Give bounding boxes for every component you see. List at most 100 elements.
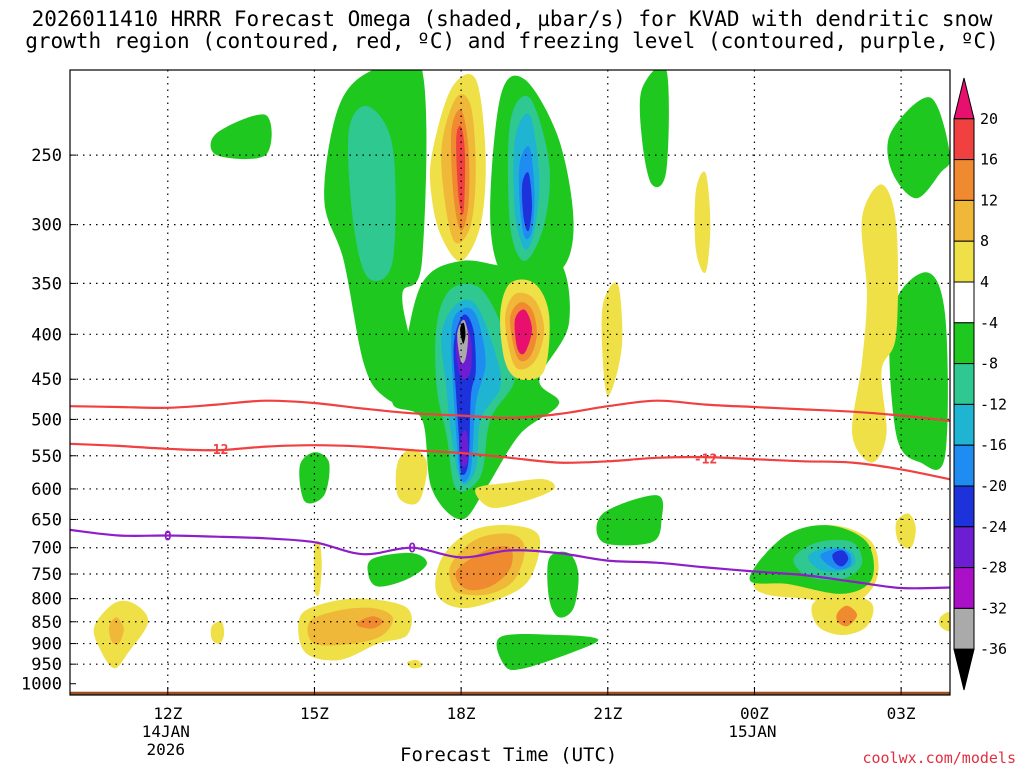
omega-region — [514, 309, 532, 355]
omega-region — [210, 114, 272, 160]
x-axis-label: Forecast Time (UTC) — [400, 744, 618, 766]
omega-region — [455, 546, 513, 591]
omega-region — [547, 551, 579, 618]
colorbar-label: -28 — [980, 559, 1007, 577]
colorbar-label: -12 — [980, 395, 1007, 413]
colorbar-label: -24 — [980, 518, 1007, 536]
colorbar-label: 20 — [980, 110, 998, 128]
colorbar-label: 16 — [980, 151, 998, 169]
omega-region — [475, 479, 555, 508]
omega-region — [889, 272, 948, 470]
colorbar-label: -36 — [980, 640, 1007, 658]
colorbar-segment — [953, 199, 975, 242]
omega-region — [887, 97, 950, 199]
x-tick-label: 12Z — [153, 704, 182, 723]
omega-region — [313, 540, 322, 597]
x-tick-label: 00Z — [740, 704, 769, 723]
colorbar-segment — [953, 444, 975, 487]
omega-region — [210, 621, 225, 644]
omega-region — [460, 430, 469, 467]
y-tick-label: 950 — [31, 655, 62, 675]
y-axis: 2503003504004505005506006507007508008509… — [21, 146, 76, 695]
isotherm-freezing_level — [70, 528, 950, 590]
omega-region — [356, 616, 383, 629]
x-tick-label: 15Z — [300, 704, 329, 723]
chart-title: 2026011410 HRRR Forecast Omega (shaded, … — [25, 7, 999, 53]
omega-region — [639, 70, 669, 188]
isotherm-lines — [70, 399, 950, 590]
source-credit: coolwx.com/models — [862, 749, 1016, 767]
colorbar-label: -4 — [980, 314, 998, 332]
omega-region — [694, 171, 711, 274]
omega-region — [939, 612, 950, 632]
plot-frame — [69, 69, 951, 696]
omega-region — [367, 552, 427, 587]
colorbar-segment — [953, 240, 975, 283]
isotherm-label: 0 — [164, 530, 172, 545]
isotherm-dgz_lower — [70, 442, 950, 481]
omega-region — [395, 448, 428, 505]
colorbar-segment — [953, 118, 975, 161]
colorbar: 20 16 12 8 4 -4 -8 -12 -16 -20 -24 -28 -32 -36 — [953, 77, 1007, 691]
colorbar-label: -32 — [980, 599, 1007, 617]
colorbar-segment — [953, 322, 975, 365]
omega-region — [460, 322, 466, 344]
isotherm-label: -12 — [205, 443, 228, 458]
y-tick-label: 1000 — [21, 675, 62, 695]
colorbar-label: 12 — [980, 191, 998, 209]
omega-region — [895, 513, 916, 549]
y-tick-label: 350 — [31, 274, 62, 294]
colorbar-segment — [953, 567, 975, 609]
y-tick-label: 250 — [31, 146, 62, 166]
omega-region — [299, 452, 330, 504]
omega-region — [347, 105, 396, 282]
y-tick-label: 300 — [31, 216, 62, 236]
colorbar-label: -20 — [980, 477, 1007, 495]
colorbar-segment — [953, 648, 975, 691]
colorbar-segment — [953, 526, 975, 569]
omega-region — [836, 605, 858, 627]
y-tick-label: 900 — [31, 635, 62, 655]
omega-shading — [93, 70, 950, 670]
y-tick-label: 450 — [31, 370, 62, 390]
isotherm-dgz_upper — [70, 399, 950, 422]
ground-fill — [70, 691, 950, 695]
y-tick-label: 850 — [31, 613, 62, 633]
x-tick-sublabel: 14JAN — [142, 722, 190, 741]
colorbar-segment — [953, 607, 975, 650]
colorbar-label: 4 — [980, 273, 989, 291]
omega-region — [596, 495, 664, 546]
colorbar-segment — [953, 363, 975, 405]
x-tick-sublabel: 2026 — [147, 740, 186, 759]
colorbar-segment — [953, 77, 975, 120]
y-tick-label: 800 — [31, 590, 62, 610]
y-tick-label: 400 — [31, 325, 62, 345]
ground-band — [70, 691, 950, 695]
omega-region — [832, 550, 849, 567]
isotherm-label: -12 — [694, 453, 717, 468]
colorbar-segment — [953, 485, 975, 528]
colorbar-segment — [953, 159, 975, 201]
omega-region — [108, 617, 124, 645]
y-tick-label: 650 — [31, 510, 62, 530]
colorbar-segment — [953, 403, 975, 446]
colorbar-label: -8 — [980, 355, 998, 373]
colorbar-label: 8 — [980, 232, 989, 250]
isotherm-label: 0 — [408, 542, 416, 557]
colorbar-segment — [953, 281, 975, 324]
y-tick-label: 600 — [31, 480, 62, 500]
omega-region — [852, 184, 899, 463]
omega-region — [456, 125, 466, 215]
colorbar-label: -16 — [980, 436, 1007, 454]
omega-region — [521, 172, 532, 232]
y-tick-label: 550 — [31, 447, 62, 467]
omega-region — [496, 633, 599, 670]
x-tick-sublabel: 15JAN — [728, 722, 776, 741]
x-tick-label: 21Z — [593, 704, 622, 723]
y-tick-label: 500 — [31, 410, 62, 430]
y-tick-label: 750 — [31, 565, 62, 585]
y-tick-label: 700 — [31, 539, 62, 559]
omega-region — [601, 282, 623, 396]
